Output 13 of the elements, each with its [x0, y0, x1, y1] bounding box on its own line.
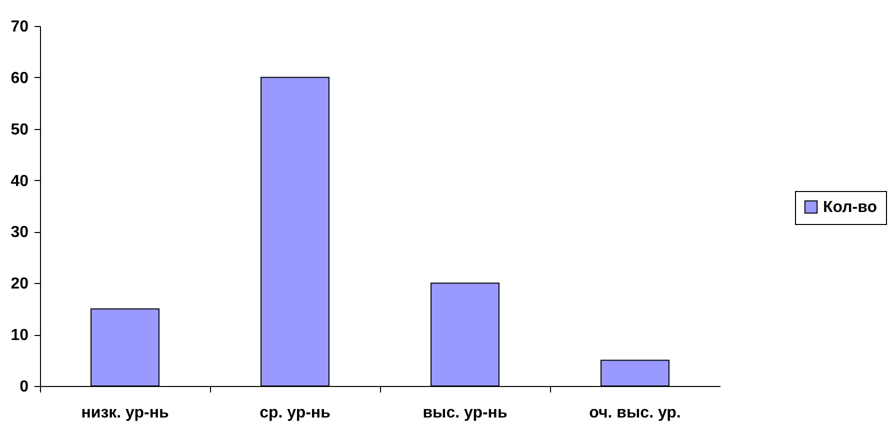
y-tick-label: 70: [10, 18, 29, 36]
y-tick-label: 0: [20, 378, 29, 396]
y-tick-label: 60: [10, 70, 29, 87]
x-tick-label: выс. ур-нь: [422, 404, 508, 422]
x-tick-label: ср. ур-нь: [260, 404, 331, 422]
y-tick-label: 40: [10, 172, 29, 190]
x-tick-label: низк. ур-нь: [81, 404, 169, 422]
y-tick-label: 50: [10, 121, 29, 138]
y-tick-label: 30: [10, 224, 29, 242]
y-tick-label: 20: [10, 276, 29, 293]
x-tick-label: оч. выс. ур.: [589, 404, 681, 422]
y-tick-label: 10: [10, 327, 29, 344]
legend-label: Кол-во: [823, 199, 878, 216]
